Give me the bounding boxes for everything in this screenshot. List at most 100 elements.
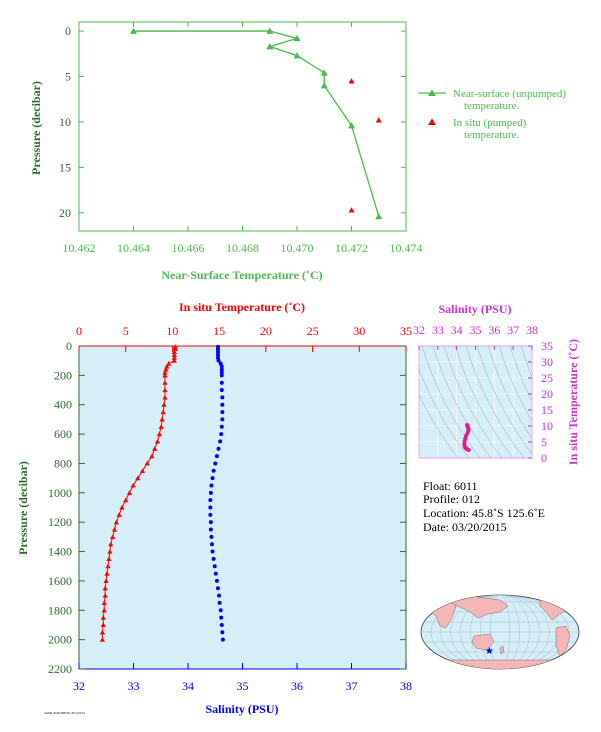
- temperature-point: [162, 394, 168, 400]
- near-surface-x-tick-label: 10.466: [172, 241, 205, 255]
- ts-density-contour: [498, 346, 532, 422]
- temperature-ticks: 0 5 10 15 20 25 30 35: [76, 324, 412, 352]
- legend-series-2-line-2: temperature.: [464, 129, 520, 141]
- near-surface-plot-frame: [78, 21, 407, 232]
- salinity-tick-label: 35: [237, 679, 249, 693]
- temperature-point: [110, 534, 116, 539]
- near-surface-x-ticks: 10.462 10.464 10.466 10.468 10.470 10.472 10.4…: [63, 22, 423, 255]
- salinity-point: [215, 352, 220, 357]
- temperature-point: [111, 526, 118, 532]
- temperature-point: [152, 446, 158, 451]
- salinity-point: [209, 534, 214, 539]
- salinity-point: [211, 468, 216, 473]
- ts-x-label: Salinity (PSU): [438, 302, 511, 316]
- ts-y-tick-label: 10: [541, 419, 553, 433]
- antarctica-shape: [423, 659, 577, 669]
- temperature-tick-label: 0: [76, 324, 82, 338]
- near-surface-x-tick-label: 10.468: [226, 241, 259, 255]
- pressure-tick-label: 0: [66, 339, 72, 353]
- temperature-point: [123, 497, 129, 503]
- ts-y-tick-label: 15: [541, 403, 553, 417]
- pressure-tick-label: 1000: [48, 486, 72, 500]
- pressure-tick-label: 2000: [48, 633, 72, 647]
- temperature-point: [101, 607, 107, 613]
- temperature-point: [126, 490, 133, 495]
- salinity-point: [219, 364, 224, 369]
- pressure-tick-label: 2200: [48, 662, 72, 676]
- salinity-point: [219, 370, 224, 375]
- temperature-point: [162, 369, 168, 375]
- salinity-point: [220, 402, 225, 407]
- ts-x-tick-label: 34: [451, 323, 463, 337]
- salinity-point: [211, 556, 216, 561]
- pressure-tick-label: 1800: [48, 603, 72, 617]
- salinity-point: [215, 349, 220, 354]
- profile-chart: 0 5 10 15 20 25 30 35 32 33 34 35 36 37 38 0 200 400 600…: [16, 300, 412, 716]
- legend-series-1-line-2: temperature.: [464, 100, 520, 112]
- near-surface-unpumped-point: [293, 52, 301, 59]
- ts-y-tick-label: 35: [541, 339, 553, 353]
- near-surface-x-tick-label: 10.462: [63, 241, 96, 255]
- near-surface-y-tick-label: 0: [65, 24, 71, 38]
- float-location-star: [485, 646, 494, 655]
- temperature-point: [162, 372, 168, 378]
- ts-y-label: In situ Temperature (˚C): [566, 339, 580, 465]
- location: Location: 45.8˚S 125.6˚E: [423, 506, 545, 520]
- ts-y-tick-label: 20: [541, 387, 553, 401]
- footer-credit: AOML/SOIO/PHOD, 2015/03/25: [44, 711, 85, 716]
- salinity-point: [215, 346, 220, 351]
- ts-diagram: 32 33 34 35 36 37 38 0 5 10 15 20 25 30 35 Salinity (…: [413, 302, 580, 465]
- temperature-axis-label: In situ Temperature (˚C): [179, 300, 305, 314]
- salinity-point: [209, 483, 214, 488]
- salinity-point: [208, 520, 213, 525]
- near-surface-unpumped-point: [320, 82, 328, 89]
- salinity-tick-label: 38: [400, 679, 412, 693]
- ts-x-tick-label: 38: [526, 323, 538, 337]
- temperature-tick-label: 20: [260, 324, 272, 338]
- temperature-point: [171, 355, 177, 360]
- new-zealand-shape: [499, 645, 505, 655]
- salinity-tick-label: 37: [346, 679, 358, 693]
- near-surface-unpumped-point: [293, 34, 301, 42]
- salinity-point: [219, 373, 224, 378]
- salinity-point: [215, 586, 220, 591]
- ts-y-tick-label: 25: [541, 371, 553, 385]
- profile-plot-frame: [78, 345, 407, 670]
- near-surface-y-ticks: 0 5 10 15 20: [59, 24, 406, 220]
- salinity-point: [216, 358, 221, 363]
- salinity-point: [219, 622, 224, 627]
- legend-series-1-line-1: Near-surface (unpumped): [453, 88, 566, 100]
- ts-y-tick-label: 5: [541, 435, 547, 449]
- salinity-point: [208, 512, 213, 517]
- salinity-point: [218, 439, 223, 444]
- temperature-point: [99, 629, 105, 635]
- salinity-point: [219, 615, 224, 620]
- salinity-tick-label: 32: [73, 679, 85, 693]
- near-surface-unpumped-point: [130, 27, 137, 34]
- temperature-point: [162, 387, 168, 393]
- temperature-point: [104, 570, 110, 576]
- float-location-star-icon: [485, 646, 494, 655]
- near-surface-unpumped-point: [266, 27, 274, 34]
- temperature-point: [135, 475, 141, 481]
- temperature-point: [105, 563, 111, 569]
- salinity-point: [219, 380, 224, 385]
- ts-density-contour: [419, 368, 470, 458]
- near-surface-y-tick-label: 20: [59, 206, 71, 220]
- salinity-point: [217, 593, 222, 598]
- temperature-tick-label: 10: [166, 324, 178, 338]
- legend-red-triangle-icon: [428, 118, 436, 125]
- salinity-point: [219, 424, 224, 429]
- salinity-point: [219, 367, 224, 372]
- near-surface-unpumped-point: [266, 43, 274, 50]
- eurasia-shape: [439, 595, 509, 619]
- near-surface-unpumped-point: [320, 69, 328, 76]
- salinity-ticks: 32 33 34 35 36 37 38: [73, 663, 412, 693]
- ts-series: [462, 423, 471, 452]
- float-id: Float: 6011: [423, 479, 478, 493]
- ts-x-tick-label: 35: [470, 323, 482, 337]
- ts-density-contour: [454, 346, 514, 458]
- salinity-point: [218, 608, 223, 613]
- temperature-point: [156, 431, 162, 437]
